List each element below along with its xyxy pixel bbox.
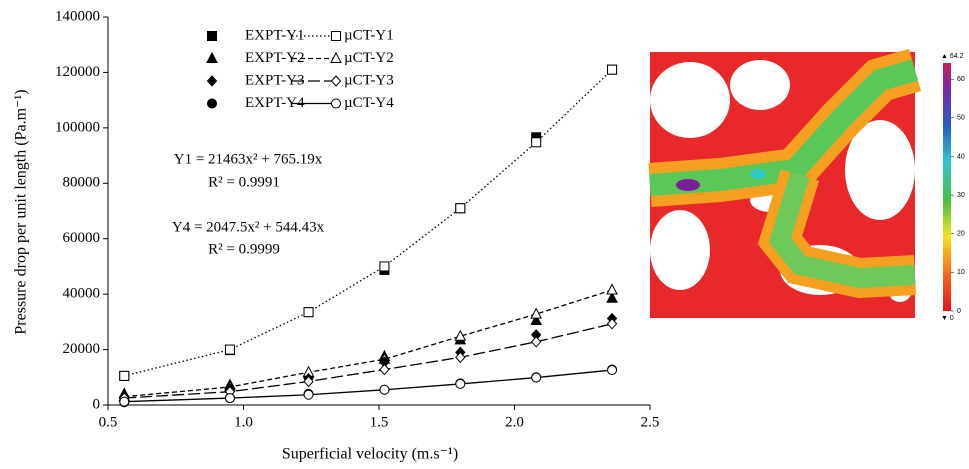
colorbar-tick-label: 0 [957,308,961,315]
legend-marker [330,51,342,63]
annotation: R² = 0.9991 [208,174,280,190]
flow-inset [648,48,922,318]
legend-label: µCT-Y2 [344,50,394,66]
legend-marker [207,98,217,109]
marker [607,365,618,376]
marker [454,329,467,341]
marker [606,283,618,295]
marker [379,363,390,376]
legend-label: µCT-Y4 [344,95,394,111]
marker [224,393,235,404]
colorbar-tick-label: 50 [957,115,965,122]
annotation: R² = 0.9999 [208,241,280,257]
annotation: Y1 = 21463x² + 765.19x [174,151,323,167]
marker [531,336,542,348]
marker [531,372,542,383]
y-tick-label: 60000 [63,230,101,246]
y-tick-label: 120000 [55,64,100,80]
y-tick-label: 140000 [55,8,100,24]
legend-label: EXPT-Y1 [245,27,304,43]
y-tick-label: 0 [93,396,101,412]
legend-label: EXPT-Y4 [245,95,305,111]
colorbar-tick-label: 60 [957,76,965,83]
y-axis-label: Pressure drop per unit length (Pa.m⁻¹) [13,89,30,334]
x-axis-label: Superficial velocity (m.s⁻¹) [282,446,458,463]
legend-marker [207,31,217,41]
y-tick-label: 80000 [63,175,101,191]
marker [303,307,314,318]
x-tick-label: 1.0 [234,414,253,430]
legend-marker [331,98,341,109]
marker [224,344,235,355]
legend-label: EXPT-Y2 [245,50,304,66]
legend-marker [331,31,341,41]
marker [119,370,130,381]
marker [530,307,543,319]
legend-marker [330,75,342,87]
x-tick-label: 1.5 [370,414,389,430]
marker [379,261,390,272]
marker [119,396,130,407]
colorbar-tick-label: 20 [957,231,965,238]
marker [531,137,542,148]
colorbar-min-label: ▼ 0 [941,315,954,322]
colorbar-max-label: ▲ 64.2 [941,53,964,60]
marker [455,378,466,389]
marker [606,318,618,330]
legend-label: µCT-Y3 [344,72,394,88]
marker [530,313,543,325]
marker [606,291,618,303]
colorbar: ▲ 64.2 ▼ 00 10 20 30 40 50 60 [941,53,965,322]
annotation: Y4 = 2047.5x² + 544.43x [172,219,325,235]
legend-marker [206,75,218,87]
x-tick-label: 0.5 [99,414,118,430]
x-tick-label: 2.0 [505,414,524,430]
legend-label: EXPT-Y3 [245,72,304,88]
marker [379,384,390,395]
y-tick-label: 40000 [63,286,101,302]
colorbar-scale [943,63,951,311]
y-tick-label: 100000 [55,119,100,135]
colorbar-tick-label: 10 [957,269,965,276]
legend-label: µCT-Y1 [344,27,394,43]
marker [303,375,314,388]
legend-marker [206,51,218,63]
marker [607,64,618,75]
marker [455,351,466,364]
colorbar-tick-label: 30 [957,192,965,199]
colorbar-tick-label: 40 [957,153,965,160]
marker [303,389,314,400]
marker [455,203,466,214]
y-tick-label: 20000 [63,341,101,357]
x-tick-label: 2.5 [641,414,660,430]
